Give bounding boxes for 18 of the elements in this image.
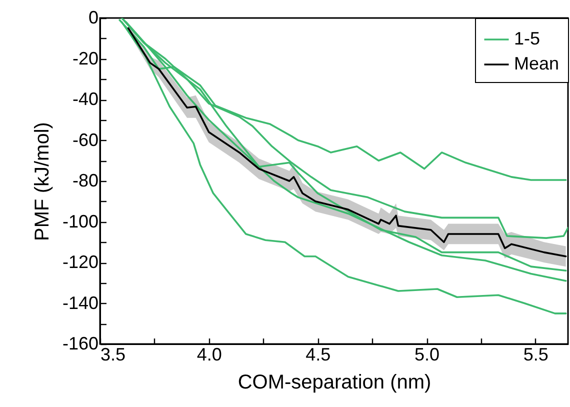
- x-tick-label: 5.0: [414, 344, 440, 364]
- x-axis-title: COM-separation (nm): [238, 372, 432, 394]
- legend-label: Mean: [514, 54, 560, 74]
- legend-label: 1-5: [514, 28, 540, 48]
- y-tick-label: 0: [88, 8, 98, 28]
- y-tick-label: -20: [72, 48, 98, 68]
- y-tick-label: -140: [62, 292, 98, 313]
- y-tick-label: -80: [72, 170, 98, 190]
- x-tick-label: 4.5: [306, 344, 331, 364]
- y-tick-label: -120: [62, 252, 98, 272]
- x-tick-label: 4.0: [196, 344, 222, 364]
- y-tick-label: -100: [62, 211, 98, 232]
- x-tick-label: 3.5: [100, 344, 126, 364]
- y-tick-label: -60: [72, 130, 98, 150]
- y-tick-label: -160: [62, 334, 98, 354]
- y-tick-label: -40: [72, 89, 98, 109]
- y-axis-title: PMF (kJ/mol): [31, 122, 54, 241]
- x-tick-label: 5.5: [523, 344, 548, 364]
